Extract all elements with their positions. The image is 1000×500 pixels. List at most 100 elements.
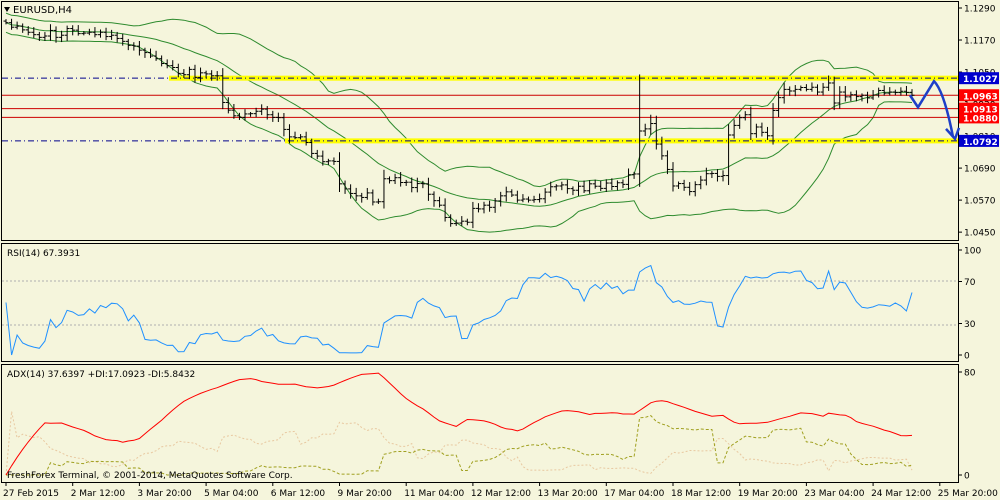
candle [136, 40, 142, 56]
dropdown-triangle-icon[interactable] [4, 7, 10, 12]
adx-panel[interactable]: ADX(14) 37.6397 +DI:17.0923 -DI:5.8432 F… [1, 364, 976, 483]
rsi-line [5, 264, 913, 356]
candle [542, 188, 548, 204]
symbol-header[interactable]: EURUSD,H4 [4, 5, 72, 16]
candle [325, 158, 331, 165]
candle [64, 25, 70, 42]
candle [448, 214, 454, 227]
candle [336, 152, 342, 193]
price-tick-label: 1.1170 [964, 37, 996, 47]
candle [681, 179, 687, 191]
candle [231, 104, 237, 119]
candle [42, 32, 48, 42]
candle [442, 198, 448, 222]
candle [25, 26, 31, 36]
candle [470, 201, 476, 229]
candle [598, 180, 604, 192]
candle [59, 30, 65, 43]
candle [186, 66, 192, 80]
candle [653, 115, 659, 150]
candle [898, 87, 904, 96]
rsi-panel-frame [1, 243, 959, 362]
candle [70, 25, 76, 36]
candle [831, 76, 837, 111]
candle [75, 25, 81, 36]
time-tick-label: 6 Mar 12:00 [271, 489, 326, 499]
candle [637, 74, 643, 187]
candle [170, 60, 176, 71]
price-panel-frame [1, 1, 959, 241]
candle [259, 104, 265, 116]
candle [3, 19, 9, 25]
candle [753, 123, 759, 138]
candle [592, 179, 598, 189]
candle [425, 177, 431, 201]
candle [181, 69, 187, 79]
price-panel[interactable]: 1.12901.11701.10501.09301.08101.06901.05… [1, 1, 1000, 241]
rsi-tick-label: 70 [964, 278, 976, 288]
resistance-price-label: 1.1027 [959, 72, 999, 85]
adx-title: ADX(14) 37.6397 +DI:17.0923 -DI:5.8432 [7, 370, 195, 380]
resistance-price-label-background [959, 72, 999, 85]
candlesticks [3, 18, 915, 229]
candle [642, 123, 648, 136]
bollinger-middle-band [5, 22, 913, 207]
candle [714, 169, 720, 182]
time-tick-label: 23 Mar 04:00 [804, 489, 864, 499]
price-tick-label: 1.0690 [964, 165, 996, 175]
candle [242, 109, 248, 121]
candle [370, 189, 376, 206]
candle [703, 167, 709, 186]
candle [770, 103, 776, 145]
candle [520, 194, 526, 203]
candle [481, 201, 487, 214]
candle [720, 170, 726, 182]
candle [214, 71, 220, 81]
candle [236, 112, 242, 120]
candle [514, 190, 520, 203]
candle [870, 90, 876, 100]
candle [31, 27, 37, 38]
price-tick-label: 1.0450 [964, 229, 996, 239]
candle [475, 203, 481, 213]
candle [798, 85, 804, 92]
candle [192, 64, 198, 83]
candle [726, 124, 732, 186]
candle [692, 181, 698, 197]
rsi-panel[interactable]: RSI(14) 67.3931 100 70 30 0 [1, 243, 982, 362]
candle [264, 106, 270, 120]
candle [609, 178, 615, 190]
plus-di-line [6, 415, 913, 476]
price-tick-label: 1.0570 [964, 197, 996, 207]
adx-axis: 80 0 [958, 369, 976, 482]
adx-tick-label: 0 [964, 472, 970, 482]
candle [348, 184, 354, 199]
resistance-price-label-text: 1.1027 [963, 75, 998, 85]
candle [459, 216, 465, 226]
candle [14, 21, 20, 30]
candle [175, 63, 181, 78]
candle [903, 85, 909, 96]
candle [826, 75, 832, 91]
candle [737, 114, 743, 129]
current-price-label-text: 1.0963 [963, 92, 998, 102]
candle [614, 180, 620, 191]
candle [537, 193, 543, 203]
candle [559, 181, 565, 191]
candle [503, 186, 509, 202]
candle [209, 70, 215, 81]
candle [509, 189, 515, 198]
time-tick-label: 2 Mar 12:00 [71, 489, 126, 499]
price-levels [2, 75, 958, 144]
price-tick-label: 1.1290 [964, 5, 996, 15]
candle [453, 219, 459, 226]
candle [570, 186, 576, 196]
adx-panel-frame [1, 364, 959, 483]
forecast-arrow [908, 79, 961, 142]
symbol-title: EURUSD,H4 [13, 5, 72, 16]
candle [803, 84, 809, 92]
candle [359, 192, 365, 203]
candle [548, 181, 554, 197]
